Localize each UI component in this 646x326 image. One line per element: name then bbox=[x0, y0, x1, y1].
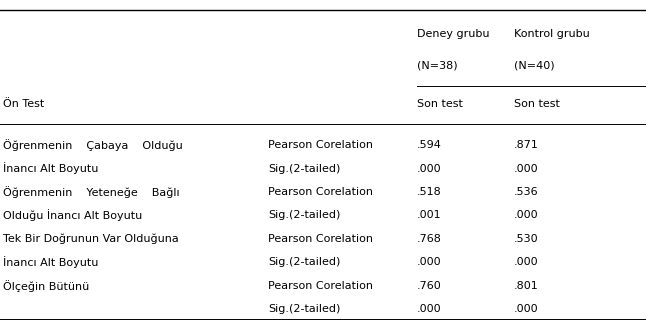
Text: Ölçeğin Bütünü: Ölçeğin Bütünü bbox=[3, 280, 90, 292]
Text: .000: .000 bbox=[514, 304, 538, 314]
Text: Pearson Corelation: Pearson Corelation bbox=[268, 281, 373, 291]
Text: .000: .000 bbox=[514, 258, 538, 267]
Text: Sig.(2-tailed): Sig.(2-tailed) bbox=[268, 164, 340, 173]
Text: İnancı Alt Boyutu: İnancı Alt Boyutu bbox=[3, 257, 99, 268]
Text: Pearson Corelation: Pearson Corelation bbox=[268, 140, 373, 150]
Text: Öğrenmenin    Yeteneğe    Bağlı: Öğrenmenin Yeteneğe Bağlı bbox=[3, 186, 180, 198]
Text: .801: .801 bbox=[514, 281, 538, 291]
Text: Öğrenmenin    Çabaya    Olduğu: Öğrenmenin Çabaya Olduğu bbox=[3, 139, 183, 151]
Text: Sig.(2-tailed): Sig.(2-tailed) bbox=[268, 304, 340, 314]
Text: Pearson Corelation: Pearson Corelation bbox=[268, 187, 373, 197]
Text: (N=38): (N=38) bbox=[417, 60, 457, 70]
Text: .000: .000 bbox=[417, 164, 441, 173]
Text: Sig.(2-tailed): Sig.(2-tailed) bbox=[268, 258, 340, 267]
Text: Son test: Son test bbox=[514, 99, 559, 109]
Text: .000: .000 bbox=[514, 211, 538, 220]
Text: Pearson Corelation: Pearson Corelation bbox=[268, 234, 373, 244]
Text: .001: .001 bbox=[417, 211, 441, 220]
Text: Kontrol grubu: Kontrol grubu bbox=[514, 29, 589, 39]
Text: .000: .000 bbox=[514, 164, 538, 173]
Text: .000: .000 bbox=[417, 304, 441, 314]
Text: Deney grubu: Deney grubu bbox=[417, 29, 489, 39]
Text: .518: .518 bbox=[417, 187, 441, 197]
Text: Ön Test: Ön Test bbox=[3, 99, 45, 109]
Text: İnancı Alt Boyutu: İnancı Alt Boyutu bbox=[3, 163, 99, 174]
Text: .768: .768 bbox=[417, 234, 442, 244]
Text: Olduğu İnancı Alt Boyutu: Olduğu İnancı Alt Boyutu bbox=[3, 210, 143, 221]
Text: (N=40): (N=40) bbox=[514, 60, 554, 70]
Text: Sig.(2-tailed): Sig.(2-tailed) bbox=[268, 211, 340, 220]
Text: Son test: Son test bbox=[417, 99, 463, 109]
Text: .871: .871 bbox=[514, 140, 539, 150]
Text: .536: .536 bbox=[514, 187, 538, 197]
Text: Tek Bir Doğrunun Var Olduğuna: Tek Bir Doğrunun Var Olduğuna bbox=[3, 234, 179, 244]
Text: .530: .530 bbox=[514, 234, 538, 244]
Text: .000: .000 bbox=[417, 258, 441, 267]
Text: .760: .760 bbox=[417, 281, 441, 291]
Text: .594: .594 bbox=[417, 140, 442, 150]
